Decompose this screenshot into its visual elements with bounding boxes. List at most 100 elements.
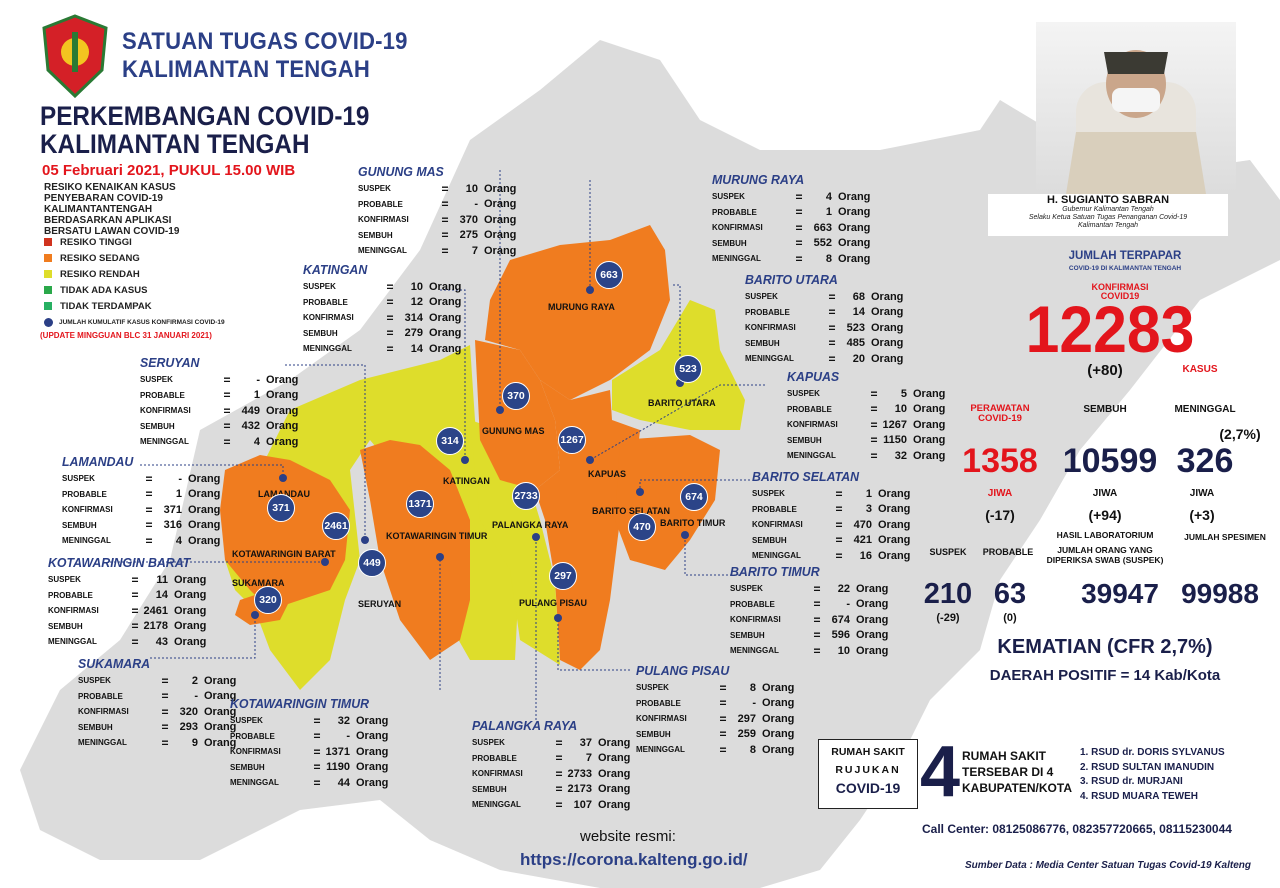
legend-item: RESIKO RENDAH (44, 266, 152, 282)
website-link[interactable]: https://corona.kalteng.go.id/ (520, 850, 748, 869)
stat-row: PROBABLE = 10 Orang (787, 402, 945, 418)
lab-count: 39947 (1081, 578, 1159, 609)
stat-unit: Orang (188, 534, 221, 547)
probable-label: PROBABLE (982, 547, 1034, 557)
stat-label: KONFIRMASI (78, 707, 129, 717)
cumulative-note: JUMLAH KUMULATIF KASUS KONFIRMASI COVID-… (59, 319, 225, 326)
stat-value: 8 (749, 681, 756, 694)
legend-swatch (44, 286, 52, 294)
region-name: SUKAMARA (78, 656, 151, 671)
stat-value: 10 (465, 182, 478, 195)
stat-equals: = (835, 502, 843, 517)
lab-sublabel: JUMLAH ORANG YANG DIPERIKSA SWAB (SUSPEK… (1035, 545, 1175, 565)
stat-value: 8 (749, 743, 756, 756)
stat-unit: Orang (913, 418, 946, 431)
stat-value: 9 (191, 736, 198, 749)
stat-value: 8 (825, 252, 832, 265)
summary-subtitle: COVID-19 DI KALIMANTAN TENGAH (1068, 265, 1182, 272)
perawatan-sub-line: COVID-19 (978, 413, 1022, 424)
region-block: KOTAWARINGIN TIMUR SUSPEK = 32 Orang PROBABLE… (230, 696, 388, 791)
map-region-label: BARITO SELATAN (592, 506, 670, 516)
stat-value: 663 (813, 221, 832, 234)
perawatan-delta: (-17) (985, 507, 1015, 523)
stat-label: KONFIRMASI (730, 615, 781, 625)
stat-row: KONFIRMASI = 320 Orang (78, 704, 236, 720)
stat-label: PROBABLE (140, 390, 185, 400)
stat-value: 1267 (882, 418, 907, 431)
stat-row: KONFIRMASI = 1267 Orang (787, 417, 945, 433)
stat-value: 552 (813, 237, 832, 250)
legend-item: RESIKO TINGGI (44, 234, 152, 250)
stat-unit: Orang (913, 449, 946, 462)
stat-unit: Orang (484, 229, 517, 242)
summary-title: JUMLAH TERPAPAR (1068, 250, 1182, 262)
stat-equals: = (813, 612, 821, 627)
region-name: BARITO SELATAN (752, 469, 860, 484)
region-block: SERUYAN SUSPEK = - Orang PROBABLE = 1 Orang KONFI… (140, 355, 298, 450)
case-bubble: 1267 (558, 426, 586, 454)
stat-value: 259 (737, 728, 756, 741)
stat-equals: = (223, 388, 231, 403)
stat-row: KONFIRMASI = 449 Orang (140, 403, 298, 419)
stat-value: 371 (163, 503, 182, 516)
stat-equals: = (719, 727, 727, 742)
stat-unit: Orang (429, 296, 462, 309)
stat-label: SEMBUH (303, 328, 338, 338)
stat-row: MENINGGAL = 4 Orang (62, 533, 220, 549)
legend-label: TIDAK ADA KASUS (60, 284, 148, 296)
stat-label: SEMBUH (730, 630, 765, 640)
stat-row: SUSPEK = 22 Orang (730, 581, 888, 597)
map-region-label: KAPUAS (588, 469, 627, 479)
stat-equals: = (131, 619, 139, 634)
stat-equals: = (719, 711, 727, 726)
legend-label: TIDAK TERDAMPAK (60, 300, 152, 312)
stat-value: 2178 (143, 620, 168, 633)
kasus-label: KASUS (1182, 364, 1218, 375)
region-block: BARITO SELATAN SUSPEK = 1 Orang PROBABLE = 3 Ora… (752, 469, 910, 564)
hospital-list: 1. RSUD dr. DORIS SYLVANUS 2. RSUD SULTAN… (1080, 746, 1225, 804)
stat-row: MENINGGAL = 4 Orang (140, 434, 298, 450)
stat-value: - (194, 690, 198, 703)
governor-name: H. SUGIANTO SABRAN (1046, 194, 1170, 206)
hospital-desc-1: RUMAH SAKIT (962, 749, 1046, 763)
stat-unit: Orang (878, 549, 911, 562)
map-region-label: SERUYAN (358, 599, 402, 609)
stat-label: MENINGGAL (78, 738, 127, 748)
stat-row: KONFIRMASI = 523 Orang (745, 320, 903, 336)
stat-label: SUSPEK (730, 584, 763, 594)
stat-row: SUSPEK = - Orang (140, 372, 298, 388)
stat-equals: = (313, 775, 321, 790)
stat-label: SEMBUH (140, 421, 175, 431)
stat-equals: = (386, 326, 394, 341)
stat-value: 4 (253, 435, 260, 448)
stat-unit: Orang (188, 503, 221, 516)
stat-row: SUSPEK = 68 Orang (745, 289, 903, 305)
stat-row: PROBABLE = - Orang (730, 597, 888, 613)
stat-label: MENINGGAL (62, 536, 111, 546)
region-stat-table: SUSPEK = 4 Orang PROBABLE = 1 Orang KONFIRMASI = 6… (712, 189, 870, 267)
stat-unit: Orang (913, 434, 946, 447)
stat-equals: = (386, 310, 394, 325)
legend-label: RESIKO RENDAH (60, 268, 140, 280)
stat-equals: = (161, 735, 169, 750)
stat-row: SUSPEK = 5 Orang (787, 386, 945, 402)
stat-value: 293 (179, 721, 198, 734)
meninggal-count: 326 (1176, 442, 1234, 480)
stat-label: SUSPEK (48, 575, 81, 585)
stat-unit: Orang (356, 745, 389, 758)
stat-unit: Orang (598, 783, 631, 796)
stat-unit: Orang (266, 420, 299, 433)
stat-unit: Orang (356, 761, 389, 774)
stat-equals: = (719, 742, 727, 757)
stat-value: 1 (253, 389, 260, 402)
region-name: BARITO TIMUR (730, 564, 820, 579)
stat-equals: = (386, 279, 394, 294)
region-name: KOTAWARINGIN BARAT (48, 555, 191, 570)
map-region-label: PALANGKA RAYA (492, 520, 569, 530)
stat-value: 674 (831, 613, 850, 626)
stat-row: PROBABLE = 12 Orang (303, 295, 461, 311)
region-pulang-pisau-yellow (470, 420, 560, 665)
stat-label: KONFIRMASI (745, 323, 796, 333)
stat-label: SUSPEK (636, 683, 669, 693)
